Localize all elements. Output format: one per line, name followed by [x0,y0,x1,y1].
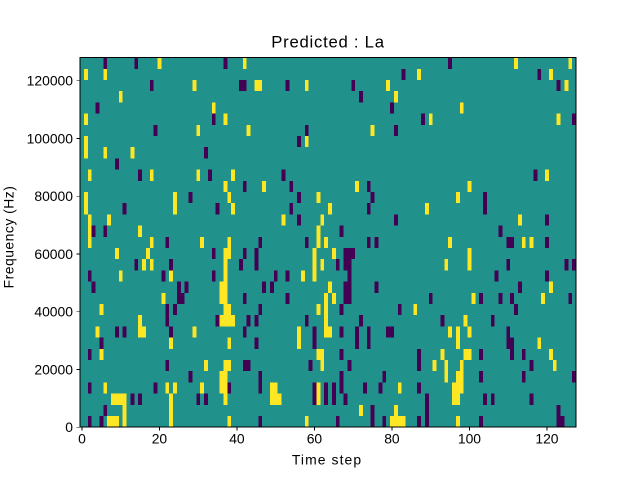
svg-text:0: 0 [78,431,86,447]
svg-text:60: 60 [307,431,323,447]
svg-text:100: 100 [458,431,481,447]
svg-text:Predicted : La: Predicted : La [271,33,384,52]
svg-text:20000: 20000 [34,361,73,377]
svg-text:0: 0 [65,419,73,435]
svg-text:80: 80 [384,431,400,447]
svg-text:20: 20 [152,431,168,447]
svg-text:100000: 100000 [27,130,74,146]
svg-text:40: 40 [229,431,245,447]
svg-text:120000: 120000 [27,73,74,89]
svg-text:Time step: Time step [292,452,362,468]
svg-text:Frequency (Hz): Frequency (Hz) [1,186,17,289]
svg-text:120: 120 [535,431,558,447]
svg-text:60000: 60000 [34,246,73,262]
svg-text:80000: 80000 [34,188,73,204]
svg-text:40000: 40000 [34,304,73,320]
